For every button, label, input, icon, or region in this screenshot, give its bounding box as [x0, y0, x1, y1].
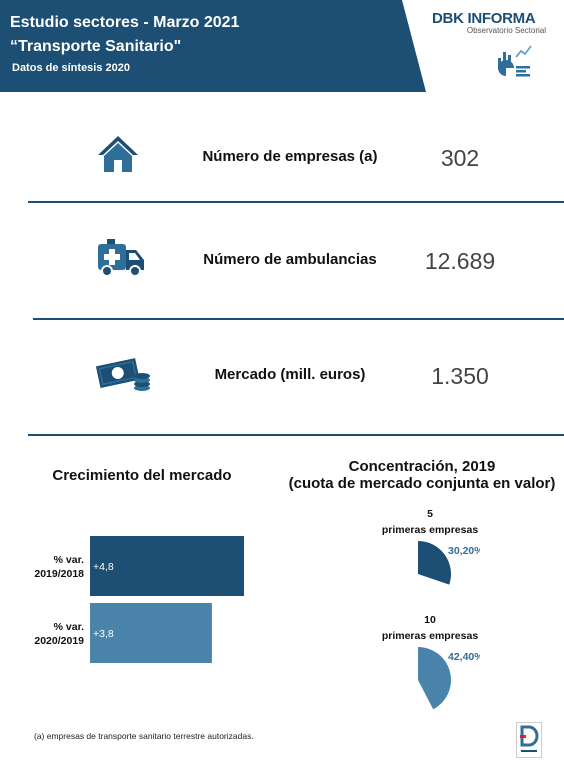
- growth-category-label: 2019/2018: [34, 568, 84, 580]
- kpi-companies-value: 302: [440, 145, 480, 171]
- pie-slice-label: 30,20%: [448, 545, 480, 557]
- pie-slice: [418, 541, 451, 585]
- house-icon: [98, 136, 138, 172]
- divider: [28, 201, 564, 203]
- pie-top10-caption-number: 10: [424, 614, 436, 626]
- kpi-companies-label: Número de empresas (a): [202, 148, 378, 165]
- growth-title: Crecimiento del mercado: [52, 467, 232, 484]
- dbk-logo-icon: [516, 722, 542, 758]
- growth-bar-chart: +4,8 % var. 2019/2018 +3,8 % var. 2020/2019: [34, 536, 244, 663]
- report-note: Datos de síntesis 2020: [12, 62, 131, 74]
- growth-bar: [90, 536, 244, 596]
- growth-bar: [90, 603, 212, 663]
- growth-category-label: 2020/2019: [34, 635, 84, 647]
- brand-name: DBK INFORMA: [432, 10, 536, 27]
- header-banner: [0, 0, 426, 92]
- growth-category-label: % var.: [54, 554, 84, 566]
- brand-logo: DBK INFORMA Observatorio Sectorial: [432, 10, 546, 35]
- growth-bar-value-label: +3,8: [93, 628, 114, 640]
- money-icon: [96, 358, 150, 391]
- pie-top5-caption: 5 primeras empresas: [340, 506, 520, 538]
- pie-slice-label: 42,40%: [448, 651, 480, 663]
- ambulance-icon: [98, 239, 144, 277]
- pie-top5-caption-text: primeras empresas: [381, 524, 479, 536]
- footnote: (a) empresas de transporte sanitario ter…: [34, 731, 254, 741]
- kpi-market-label: Mercado (mill. euros): [214, 366, 366, 383]
- pie-slice: [418, 647, 451, 710]
- kpi-market-value: 1.350: [431, 363, 489, 389]
- brand-tagline: Observatorio Sectorial: [466, 26, 546, 35]
- analytics-icon: [498, 45, 532, 77]
- divider: [28, 434, 564, 436]
- pie-top5: 30,20%: [418, 541, 480, 585]
- pie-top5-caption-number: 5: [427, 508, 433, 520]
- concentration-title-line1: Concentración, 2019: [348, 458, 496, 475]
- growth-category-label: % var.: [54, 621, 84, 633]
- divider: [33, 318, 564, 320]
- report-subtitle: “Transporte Sanitario": [10, 38, 182, 55]
- concentration-title: Concentración, 2019 (cuota de mercado co…: [280, 458, 564, 492]
- report-title: Estudio sectores - Marzo 2021: [10, 14, 240, 31]
- kpi-ambulances-value: 12.689: [424, 248, 496, 274]
- pie-top10-caption: 10 primeras empresas: [340, 612, 520, 644]
- pie-top10-caption-text: primeras empresas: [381, 630, 479, 642]
- concentration-title-line2: (cuota de mercado conjunta en valor): [288, 475, 556, 492]
- growth-bar-value-label: +4,8: [93, 561, 114, 573]
- kpi-ambulances-label: Número de ambulancias: [203, 251, 377, 268]
- pie-top10: 42,40%: [418, 647, 480, 710]
